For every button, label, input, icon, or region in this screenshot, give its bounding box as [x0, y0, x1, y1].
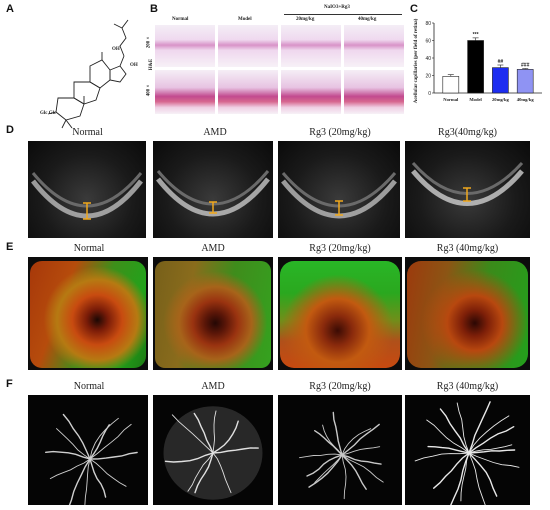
ginsenoside-structure	[47, 19, 129, 129]
significance-label-1: ***	[473, 32, 479, 38]
x-tick-label-0: Normal	[443, 97, 459, 102]
histo-model-200	[218, 25, 278, 67]
histo-col-40: 40mg/kg	[358, 17, 377, 22]
histo-row-200: 200 ×	[146, 36, 152, 49]
structure-label-oh-1: OH	[112, 47, 120, 52]
histo-20-200	[281, 25, 341, 67]
histo-20-400	[281, 70, 341, 114]
oct-rg3-40	[405, 141, 530, 238]
histo-col-normal: Normal	[172, 17, 189, 22]
bar-2	[492, 67, 509, 94]
fundus-rg3-40	[405, 257, 530, 370]
panel-letter-e: E	[6, 241, 14, 253]
histo-normal-200	[155, 25, 215, 67]
angio-label-rg3-20: Rg3 (20mg/kg)	[309, 381, 371, 392]
oct-label-normal: Normal	[72, 127, 103, 138]
histo-40-400	[344, 70, 404, 114]
angio-rg3-20	[278, 395, 402, 505]
significance-label-2: ##	[498, 59, 504, 65]
y-tick-label-2: 40	[425, 56, 431, 62]
panel-letter-d: D	[6, 124, 14, 136]
group-label: NaIO3+Rg3	[324, 5, 350, 10]
oct-normal	[28, 141, 146, 238]
histo-col-20: 20mg/kg	[296, 17, 315, 22]
bar-1	[467, 40, 484, 94]
x-tick-label-3: 40mg/kg	[517, 97, 535, 102]
significance-label-3: ###	[521, 63, 530, 69]
bar-0	[442, 76, 460, 94]
bar-3	[516, 69, 534, 94]
y-tick-label-0: 0	[428, 91, 431, 97]
fundus-rg3-20	[278, 257, 402, 370]
bar-chart: 0 20 40 60 80 Normal *** Model ## 20mg/kg ### 40mg/…	[425, 21, 542, 102]
group-bracket	[284, 14, 402, 15]
oct-amd	[153, 141, 273, 238]
panel-letter-c: C	[410, 3, 418, 15]
angio-label-normal: Normal	[73, 381, 105, 392]
angio-amd	[153, 395, 273, 505]
structure-label-glc: Glc Glc	[40, 111, 57, 116]
y-tick-label-3: 60	[425, 38, 431, 44]
fundus-amd	[153, 257, 273, 370]
histo-col-model: Model	[238, 17, 252, 22]
angio-normal	[28, 395, 148, 505]
x-tick-label-1: Model	[469, 97, 482, 102]
angio-rg3-40	[405, 395, 530, 505]
histo-model-400	[218, 70, 278, 114]
structure-label-oh-2: OH	[130, 63, 138, 68]
fundus-normal	[28, 257, 148, 370]
histo-normal-400	[155, 70, 215, 114]
fundus-label-normal: Normal	[73, 243, 105, 254]
panel-letter-f: F	[6, 378, 13, 390]
oct-label-rg3-20: Rg3 (20mg/kg)	[309, 127, 371, 138]
oct-label-amd: AMD	[203, 127, 227, 138]
fundus-label-rg3-40: Rg3 (40mg/kg)	[436, 243, 499, 254]
x-tick-label-2: 20mg/kg	[492, 97, 510, 102]
panel-letter-a: A	[6, 3, 14, 15]
angio-label-rg3-40: Rg3 (40mg/kg)	[436, 381, 499, 392]
histo-40-200	[344, 25, 404, 67]
panel-letter-b: B	[150, 3, 158, 15]
oct-label-rg3-40: Rg3(40mg/kg)	[438, 127, 497, 138]
y-tick-label-1: 20	[425, 73, 431, 79]
oct-rg3-20	[278, 141, 400, 238]
histo-row-400: 400 ×	[146, 84, 152, 97]
y-tick-label-4: 80	[425, 21, 431, 27]
fundus-label-rg3-20: Rg3 (20mg/kg)	[309, 243, 371, 254]
fundus-label-amd: AMD	[201, 243, 225, 254]
histo-stain-label: H&E	[149, 58, 155, 71]
angio-label-amd: AMD	[201, 381, 225, 392]
